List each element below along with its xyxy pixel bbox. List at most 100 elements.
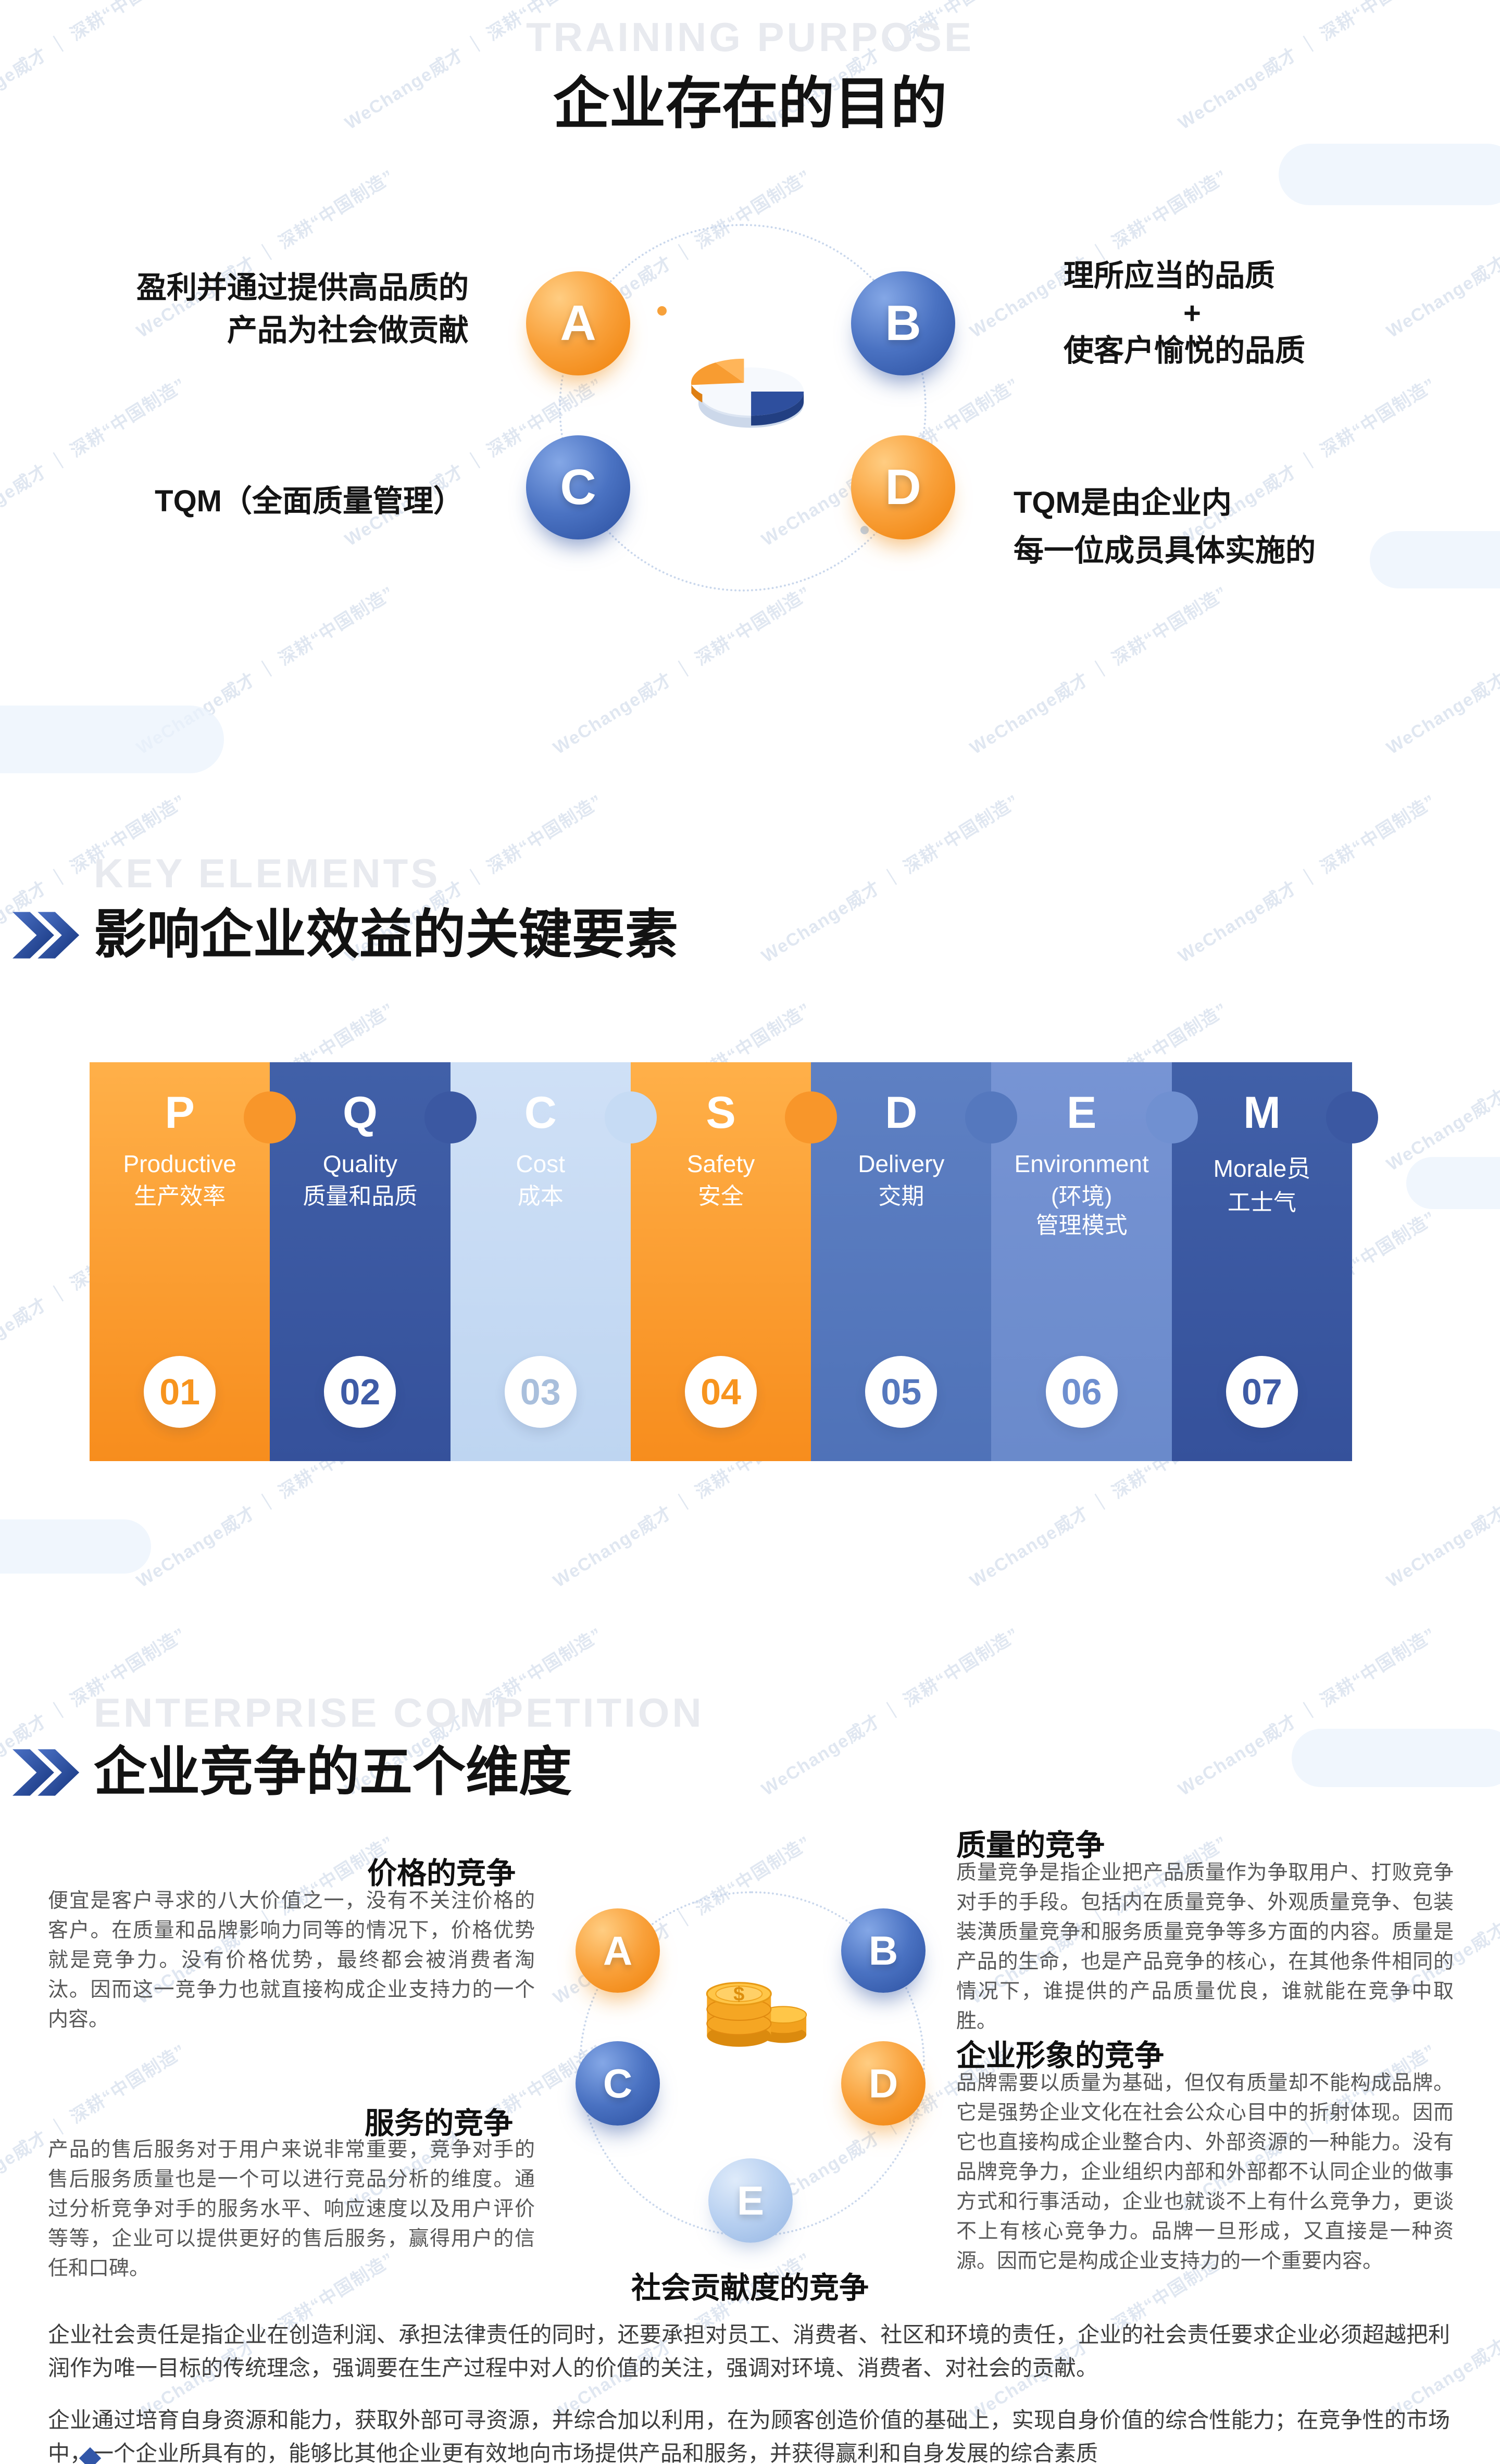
puzzle-piece-productive: P Productive 生产效率 01 bbox=[90, 1062, 296, 1461]
badge-e: E bbox=[708, 2158, 793, 2243]
double-chevron-icon bbox=[12, 1749, 80, 1796]
badge-letter: A bbox=[560, 295, 596, 351]
gold-coins-icon: $ bbox=[706, 1982, 807, 2047]
dotted-ring-icon bbox=[559, 224, 927, 592]
text-line: TQM是由企业内 bbox=[1014, 486, 1232, 520]
watermark-text: WeChange威才 ｜ 深耕“中国制造” bbox=[1383, 1416, 1500, 1592]
puzzle-letter: P bbox=[165, 1088, 195, 1138]
heading-social-contribution: 社会贡献度的竞争 bbox=[631, 2271, 869, 2305]
badge-letter: A bbox=[603, 1927, 633, 1973]
heading-image-competition: 企业形象的竞争 bbox=[956, 2039, 1164, 2072]
text-line: 理所应当的品质 bbox=[1064, 259, 1276, 293]
puzzle-number: 02 bbox=[340, 1372, 381, 1412]
decor-pill bbox=[0, 706, 224, 773]
puzzle-piece-delivery: D Delivery 交期 05 bbox=[811, 1062, 1018, 1461]
para-image-competition: 品牌需要以质量为基础，但仅有质量却不能构成品牌。它是强势企业文化在社会公众心目中… bbox=[956, 2072, 1454, 2272]
footer-paragraph: 企业通过培育自身资源和能力，获取外部可寻资源，并综合加以利用，在为顾客创造价值的… bbox=[48, 2408, 1450, 2464]
text-line: TQM（全面质量管理） bbox=[155, 484, 464, 518]
section2-header: 影响企业效益的关键要素 bbox=[12, 907, 678, 963]
puzzle-label-en: Morale员 bbox=[1213, 1155, 1311, 1182]
double-chevron-icon bbox=[12, 911, 80, 959]
watermark-text: WeChange威才 ｜ 深耕“中国制造” bbox=[758, 790, 1023, 967]
section1-title: 企业存在的目的 bbox=[553, 72, 947, 135]
footer-paragraphs: 企业社会责任是指企业在创造利润、承担法律责任的同时，还要承担对员工、消费者、社区… bbox=[48, 2318, 1450, 2464]
puzzle-number-badge: 02 bbox=[324, 1356, 396, 1428]
puzzle-number-badge: 01 bbox=[144, 1356, 216, 1428]
puzzle-number: 07 bbox=[1241, 1372, 1282, 1412]
purpose-text-a: 盈利并通过提供高品质的 产品为社会做贡献 bbox=[68, 267, 469, 352]
badge-letter: B bbox=[885, 295, 921, 351]
puzzle-number-badge: 07 bbox=[1226, 1356, 1298, 1428]
puzzle-number-badge: 04 bbox=[685, 1356, 757, 1428]
badge-a: A bbox=[526, 271, 630, 375]
badge-c: C bbox=[526, 435, 630, 539]
puzzle-piece-quality: Q Quality 质量和品质 02 bbox=[270, 1062, 477, 1461]
pqcsdem-puzzle: P Productive 生产效率 01 Q Quality 质量和品质 02 … bbox=[90, 1062, 1379, 1461]
badge-c: C bbox=[576, 2041, 660, 2126]
puzzle-number-badge: 06 bbox=[1045, 1356, 1118, 1428]
decor-pill bbox=[1370, 531, 1500, 588]
puzzle-label-en: Delivery bbox=[858, 1150, 945, 1177]
puzzle-letter: Q bbox=[342, 1088, 378, 1138]
puzzle-number: 06 bbox=[1061, 1372, 1102, 1412]
section1-ghost-title: TRAINING PURPOSE bbox=[526, 14, 974, 60]
watermark-text: WeChange威才 ｜ 深耕“中国制造” bbox=[549, 582, 815, 759]
footer-paragraph: 企业社会责任是指企业在创造利润、承担法律责任的同时，还要承担对员工、消费者、社区… bbox=[48, 2322, 1450, 2380]
puzzle-letter: D bbox=[885, 1088, 918, 1138]
puzzle-label-en: Cost bbox=[516, 1150, 566, 1177]
puzzle-knob-icon bbox=[785, 1091, 838, 1143]
text-line: 盈利并通过提供高品质的 bbox=[136, 271, 469, 305]
section2-title: 影响企业效益的关键要素 bbox=[94, 905, 678, 964]
puzzle-knob-icon bbox=[424, 1091, 477, 1143]
purpose-text-c: TQM（全面质量管理） bbox=[68, 482, 464, 521]
badge-b: B bbox=[841, 1908, 926, 1993]
puzzle-knob-icon bbox=[604, 1091, 657, 1143]
puzzle-piece-morale: M Morale员 工士气 07 bbox=[1171, 1062, 1379, 1461]
puzzle-label-zh: 安全 bbox=[698, 1184, 744, 1209]
section3-title: 企业竞争的五个维度 bbox=[94, 1742, 572, 1802]
heading-quality-competition: 质量的竞争 bbox=[956, 1829, 1105, 1862]
decor-pill bbox=[0, 1519, 151, 1574]
puzzle-label-zh: 生产效率 bbox=[134, 1184, 226, 1209]
para-price-competition: 便宜是客户寻求的八大价值之一，没有不关注价格的客户。在质量和品牌影响力同等的情况… bbox=[48, 1890, 535, 2031]
badge-d: D bbox=[841, 2041, 926, 2126]
puzzle-label-zh: 交期 bbox=[878, 1184, 924, 1209]
badge-letter: D bbox=[868, 2060, 898, 2106]
para-service-competition: 产品的售后服务对于用户来说非常重要，竞争对手的售后服务质量也是一个可以进行竞品分… bbox=[48, 2139, 535, 2280]
decor-pill bbox=[1292, 1729, 1500, 1787]
puzzle-label-en: Productive bbox=[123, 1150, 236, 1177]
watermark-text: WeChange威才 ｜ 深耕“中国制造” bbox=[966, 582, 1232, 759]
puzzle-knob-icon bbox=[1145, 1091, 1198, 1143]
section3-header: 企业竞争的五个维度 bbox=[12, 1744, 572, 1800]
puzzle-label-en: Quality bbox=[322, 1150, 398, 1177]
heading-price-competition: 价格的竞争 bbox=[367, 1857, 516, 1890]
purpose-text-d: TQM是由企业内 每一位成员具体实施的 bbox=[1014, 479, 1316, 575]
section2-ghost-title: KEY ELEMENTS bbox=[94, 850, 441, 896]
badge-letter: D bbox=[885, 459, 921, 515]
puzzle-number: 04 bbox=[701, 1372, 741, 1412]
puzzle-number: 01 bbox=[159, 1372, 201, 1412]
puzzle-number-badge: 05 bbox=[865, 1356, 938, 1428]
decor-dot bbox=[657, 306, 667, 316]
puzzle-number: 03 bbox=[520, 1372, 561, 1412]
decor-dot bbox=[860, 526, 869, 534]
puzzle-knob-icon bbox=[244, 1091, 296, 1143]
watermark-text: WeChange威才 ｜ 深耕“中国制造” bbox=[758, 1624, 1023, 1800]
watermark-text: WeChange威才 ｜ 深耕“中国制造” bbox=[1174, 790, 1440, 967]
badge-d: D bbox=[851, 435, 955, 539]
badge-b: B bbox=[851, 271, 955, 375]
puzzle-piece-cost: C Cost 成本 03 bbox=[450, 1062, 657, 1461]
puzzle-letter: E bbox=[1066, 1088, 1097, 1138]
svg-text:$: $ bbox=[733, 1983, 744, 2005]
section3-ghost-title: ENTERPRISE COMPETITION bbox=[94, 1690, 704, 1736]
badge-letter: C bbox=[603, 2060, 633, 2106]
puzzle-letter: M bbox=[1243, 1088, 1281, 1138]
puzzle-letter: S bbox=[706, 1088, 736, 1138]
puzzle-piece-safety: S Safety 安全 04 bbox=[630, 1062, 838, 1461]
text-line: 产品为社会做贡献 bbox=[227, 313, 469, 347]
watermark-text: WeChange威才 ｜ 深耕“中国制造” bbox=[1383, 999, 1500, 1175]
text-line: 每一位成员具体实施的 bbox=[1014, 534, 1316, 568]
decor-pill bbox=[1279, 144, 1500, 205]
plus-sign: + bbox=[1183, 296, 1201, 330]
